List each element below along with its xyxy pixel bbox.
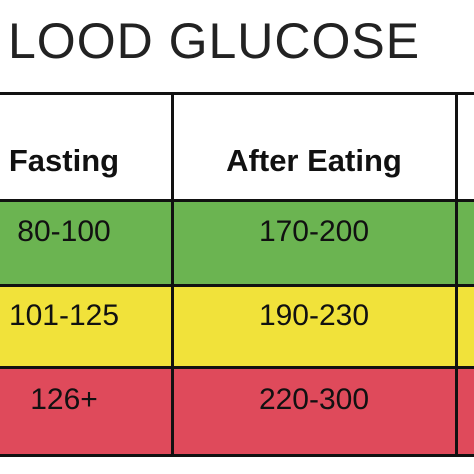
cell: 220-300 xyxy=(258,383,370,416)
cell: 101-125 xyxy=(8,299,120,332)
rule xyxy=(0,366,474,369)
cell: 170-200 xyxy=(258,215,370,248)
cell: 190-230 xyxy=(258,299,370,332)
cell: 80-100 xyxy=(17,215,111,248)
row-red xyxy=(0,368,474,456)
title: LOOD GLUCOSE xyxy=(8,13,421,69)
rule xyxy=(0,199,474,202)
rule xyxy=(0,284,474,287)
rule xyxy=(171,93,174,456)
column-header: Fasting xyxy=(8,143,120,178)
rule xyxy=(0,92,474,95)
row-green xyxy=(0,200,474,286)
row-yellow xyxy=(0,286,474,368)
column-header: After Eating xyxy=(226,143,402,178)
cell: 126+ xyxy=(30,383,98,416)
rule xyxy=(0,454,474,457)
rule xyxy=(455,93,458,456)
